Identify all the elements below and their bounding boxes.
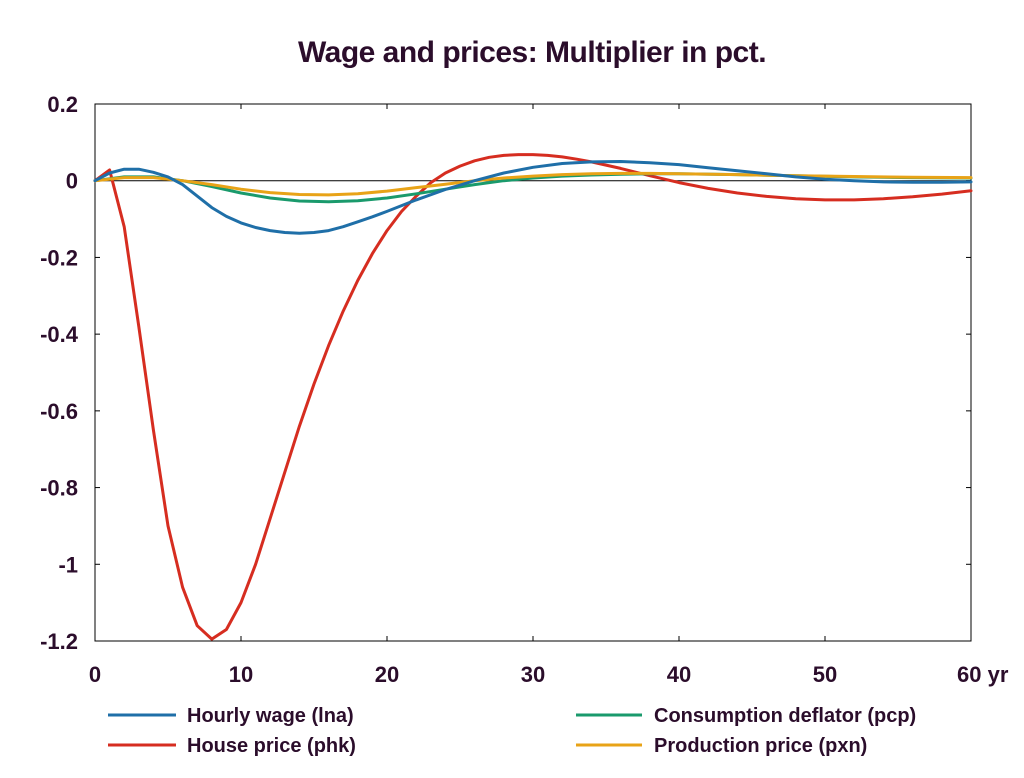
x-tick-label: 10 bbox=[229, 662, 253, 687]
series-lines bbox=[93, 153, 973, 641]
x-tick-label: 0 bbox=[89, 662, 101, 687]
y-tick-label: -0.2 bbox=[40, 245, 78, 270]
y-tick-label: -0.6 bbox=[40, 399, 78, 424]
chart-title: Wage and prices: Multiplier in pct. bbox=[298, 36, 766, 69]
series-line-2 bbox=[93, 153, 973, 641]
x-tick-label: 30 bbox=[521, 662, 545, 687]
x-tick-label: 50 bbox=[813, 662, 837, 687]
series-line-0 bbox=[93, 160, 973, 235]
legend-label-2: House price (phk) bbox=[187, 735, 356, 757]
y-tick-label: -0.4 bbox=[40, 322, 79, 347]
x-tick-label: 40 bbox=[667, 662, 691, 687]
axes: 0.2 0 -0.2 -0.4 -0.6 -0.8 -1 -1.2 0 10 20 30 40 50 60 … bbox=[40, 92, 1009, 687]
legend-label-3: Production price (pxn) bbox=[654, 735, 867, 757]
legend-label-1: Consumption deflator (pcp) bbox=[654, 705, 916, 727]
series-line-3 bbox=[93, 171, 973, 197]
y-tick-label: 0.2 bbox=[47, 92, 78, 117]
y-tick-label: -1.2 bbox=[40, 629, 78, 654]
x-tick-label: 20 bbox=[375, 662, 399, 687]
y-tick-label: -1 bbox=[58, 552, 78, 577]
y-tick-label: -0.8 bbox=[40, 476, 78, 501]
plot-frame bbox=[94, 103, 972, 642]
legend-label-0: Hourly wage (lna) bbox=[187, 705, 354, 727]
y-tick-label: 0 bbox=[66, 169, 78, 194]
x-tick-label: 60 yr bbox=[957, 662, 1009, 687]
legend: Hourly wage (lna) Consumption deflator (p… bbox=[108, 705, 916, 757]
